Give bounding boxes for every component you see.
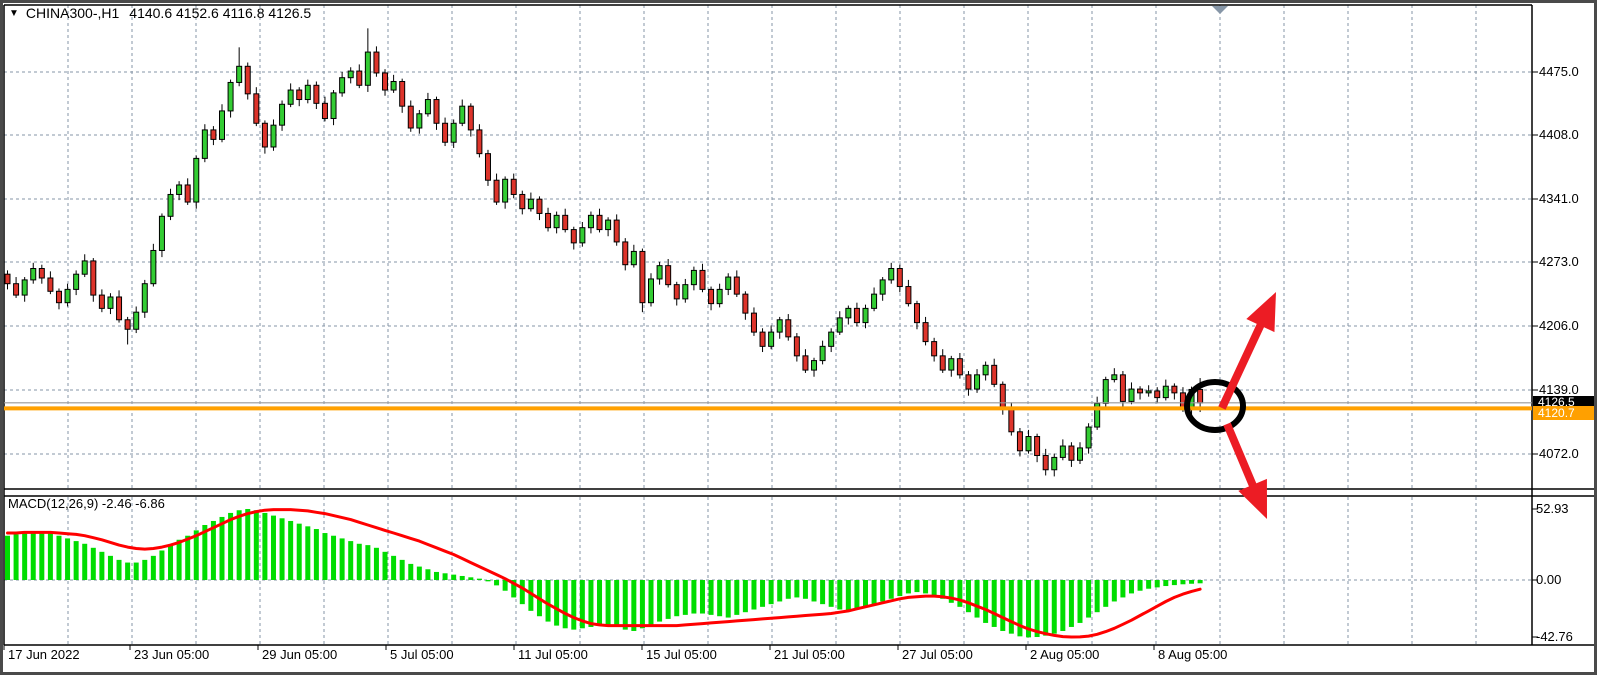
macd-indicator-label: MACD(12,26,9) -2.46 -6.86 xyxy=(8,496,165,511)
time-axis-label: 11 Jul 05:00 xyxy=(518,647,588,662)
highlight-circle-annotation[interactable] xyxy=(1184,379,1246,433)
time-axis-label: 29 Jun 05:00 xyxy=(262,647,338,662)
ohlc-values: 4140.6 4152.6 4116.8 4126.5 xyxy=(129,5,312,21)
symbol-period-label: CHINA300-,H1 xyxy=(25,5,120,21)
price-axis-label: 4341.0 xyxy=(1539,191,1579,206)
macd-histogram xyxy=(5,508,1203,638)
time-axis-label: 27 Jul 05:00 xyxy=(902,647,973,662)
pane-borders xyxy=(3,4,1594,650)
symbol-dropdown-icon[interactable]: ▼ xyxy=(9,8,19,19)
time-axis-label: 17 Jun 2022 xyxy=(8,647,80,662)
price-axis-label: 4206.0 xyxy=(1539,318,1579,333)
bid-price-tag: 4126.5 xyxy=(1533,396,1594,410)
time-axis-label: 21 Jul 05:00 xyxy=(774,647,845,662)
up-arrow-annotation[interactable] xyxy=(1218,292,1276,410)
time-axis-label: 23 Jun 05:00 xyxy=(134,647,210,662)
time-axis-label: 15 Jul 05:00 xyxy=(646,647,717,662)
price-axis-label: 4475.0 xyxy=(1539,64,1579,79)
time-axis-label: 5 Jul 05:00 xyxy=(390,647,454,662)
shift-marker-icon[interactable] xyxy=(1212,6,1228,14)
price-axis-label: 4139.0 xyxy=(1539,382,1579,397)
macd-signal-line xyxy=(6,508,1202,639)
candles xyxy=(4,28,1204,477)
chart-title: ▼ CHINA300-,H1 4140.6 4152.6 4116.8 4126.5 xyxy=(9,5,311,21)
price-axis-label: 4072.0 xyxy=(1539,446,1579,461)
macd-axis-label: -42.76 xyxy=(1536,629,1573,644)
price-axis-label: 4408.0 xyxy=(1539,127,1579,142)
gridlines xyxy=(4,5,1532,645)
down-arrow-annotation[interactable] xyxy=(1223,422,1267,519)
hline-price-tag[interactable]: 4120.7 xyxy=(1533,406,1594,421)
price-axis-label: 4273.0 xyxy=(1539,254,1579,269)
time-axis-label: 8 Aug 05:00 xyxy=(1158,647,1228,662)
macd-axis-label: 52.93 xyxy=(1536,501,1569,516)
macd-axis-label: 0.00 xyxy=(1536,572,1562,587)
time-axis-label: 2 Aug 05:00 xyxy=(1030,647,1100,662)
